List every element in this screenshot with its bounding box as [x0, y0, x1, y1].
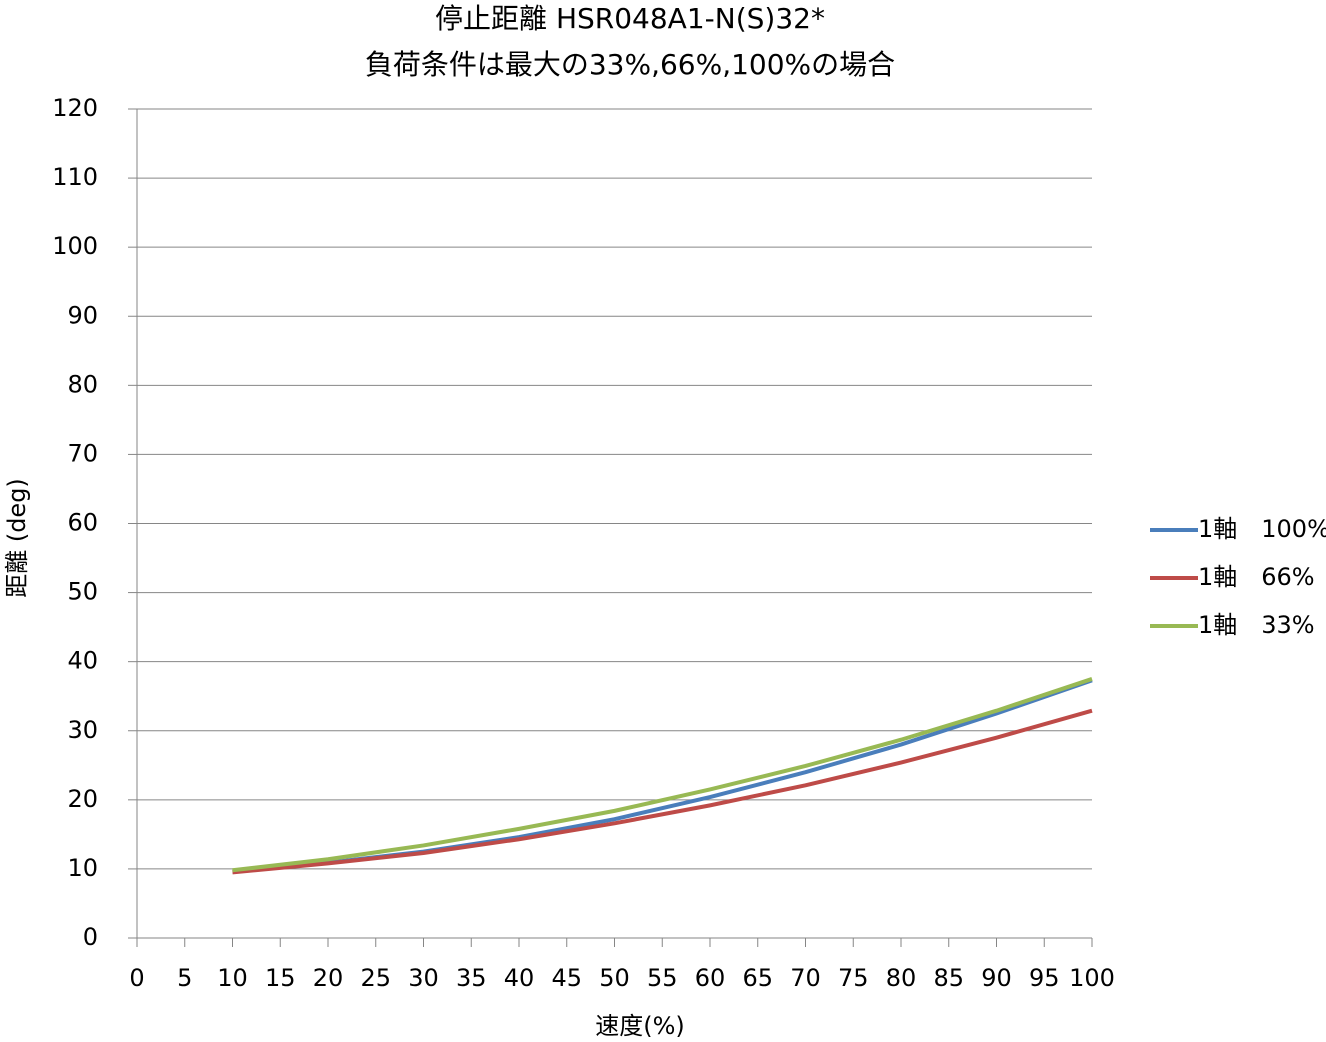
- y-tick-label: 60: [67, 509, 98, 537]
- x-tick-label: 5: [177, 964, 192, 992]
- x-tick-label: 25: [360, 964, 391, 992]
- x-tick-label: 70: [790, 964, 821, 992]
- y-tick-label: 90: [67, 301, 98, 329]
- y-tick-label: 0: [83, 923, 98, 951]
- x-tick-label: 45: [551, 964, 582, 992]
- x-tick-label: 95: [1029, 964, 1060, 992]
- x-tick-label: 15: [265, 964, 296, 992]
- x-tick-label: 40: [504, 964, 535, 992]
- legend-label: 1軸 66%: [1198, 563, 1315, 591]
- series-line: [232, 677, 1093, 873]
- y-tick-label: 30: [67, 716, 98, 744]
- x-tick-label: 30: [408, 964, 439, 992]
- chart-subtitle: 負荷条件は最大の33%,66%,100%の場合: [365, 48, 895, 81]
- x-tick-label: 10: [217, 964, 248, 992]
- y-axis-label: 距離 (deg): [3, 478, 31, 598]
- x-tick-label: 20: [313, 964, 344, 992]
- legend-label: 1軸 100%: [1198, 515, 1326, 543]
- legend-label: 1軸 33%: [1198, 611, 1315, 639]
- series-line: [232, 678, 1093, 874]
- x-tick-label: 55: [647, 964, 678, 992]
- y-tick-label: 10: [67, 854, 98, 882]
- y-tick-label: 120: [52, 94, 98, 122]
- x-tick-label: 60: [695, 964, 726, 992]
- y-tick-label: 70: [67, 439, 98, 467]
- x-tick-label: 80: [886, 964, 917, 992]
- x-tick-label: 85: [933, 964, 964, 992]
- y-tick-label: 20: [67, 785, 98, 813]
- x-tick-label: 65: [742, 964, 773, 992]
- y-tick-label: 100: [52, 232, 98, 260]
- x-tick-label: 50: [599, 964, 630, 992]
- y-tick-label: 80: [67, 370, 98, 398]
- x-tick-label: 75: [838, 964, 869, 992]
- chart-title: 停止距離 HSR048A1-N(S)32*: [435, 2, 825, 35]
- y-tick-label: 110: [52, 163, 98, 191]
- y-tick-label: 40: [67, 647, 98, 675]
- x-tick-label: 0: [129, 964, 144, 992]
- x-axis-label: 速度(%): [595, 1012, 685, 1040]
- x-tick-label: 90: [981, 964, 1012, 992]
- x-tick-label: 100: [1069, 964, 1115, 992]
- y-tick-label: 50: [67, 578, 98, 606]
- series-line: [232, 708, 1093, 875]
- x-tick-label: 35: [456, 964, 487, 992]
